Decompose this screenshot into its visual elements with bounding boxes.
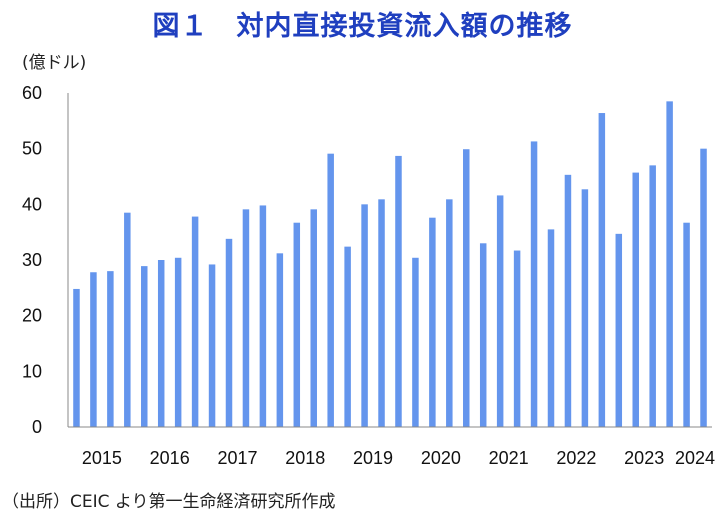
bar-2015Q2: [90, 272, 97, 427]
x-tick-label: 2017: [217, 448, 257, 468]
bar-2023Q3: [649, 165, 656, 427]
bar-2021Q2: [496, 195, 504, 427]
y-tick-label: 30: [22, 250, 42, 270]
x-tick-label: 2019: [353, 448, 393, 468]
bar-2020Q4: [463, 149, 470, 427]
bar-2015Q4: [124, 212, 131, 427]
bar-2023Q2: [632, 172, 639, 427]
y-tick-label: 20: [22, 306, 42, 326]
x-tick-label: 2023: [624, 448, 664, 468]
y-tick-label: 50: [22, 139, 42, 159]
bar-2016Q4: [191, 216, 199, 427]
bar-2022Q4: [598, 113, 606, 427]
bar-2019Q3: [378, 199, 385, 427]
x-tick-label: 2021: [489, 448, 529, 468]
bar-2016Q2: [157, 260, 165, 427]
bar-2015Q1: [73, 288, 80, 427]
bar-2018Q3: [310, 209, 317, 427]
x-tick-label: 2018: [285, 448, 325, 468]
y-tick-label: 0: [32, 417, 42, 437]
bar-2019Q1: [344, 246, 351, 427]
bar-2020Q2: [429, 217, 436, 427]
bar-2016Q1: [141, 266, 148, 427]
bar-2023Q4: [666, 101, 673, 427]
x-tick-label: 2022: [556, 448, 596, 468]
y-axis-ticks: 0 10 20 30 40 50 60: [22, 83, 42, 437]
y-tick-label: 10: [22, 361, 42, 381]
bar-2024Q1: [683, 222, 690, 427]
bar-2022Q3: [581, 189, 589, 427]
x-axis-ticks: 2015 2016 2017 2018 2019 2020 2021 2022 2023 2024: [82, 448, 715, 468]
bar-2024Q2: [700, 148, 707, 427]
bar-2019Q4: [395, 155, 402, 428]
y-tick-label: 40: [22, 194, 42, 214]
bar-2019Q2: [361, 204, 368, 427]
x-tick-label: 2024: [675, 448, 715, 468]
y-tick-label: 60: [22, 83, 42, 103]
chart-title: 図１ 対内直接投資流入額の推移: [152, 11, 573, 42]
bar-2020Q1: [412, 257, 419, 427]
bar-2020Q3: [446, 199, 453, 427]
bar-2021Q1: [479, 243, 487, 427]
bar-2021Q4: [530, 141, 538, 427]
bar-2016Q3: [174, 257, 182, 427]
x-tick-label: 2015: [82, 448, 122, 468]
bar-2018Q4: [327, 153, 334, 427]
bar-2018Q2: [293, 222, 301, 427]
y-axis-unit-label: (億ドル): [22, 53, 87, 73]
source-note: （出所）CEIC より第一生命経済研究所作成: [2, 492, 336, 512]
bar-2022Q1: [547, 229, 555, 427]
bars: [73, 101, 707, 428]
bar-2021Q3: [513, 250, 521, 427]
bar-2017Q1: [208, 264, 216, 427]
x-tick-label: 2016: [150, 448, 190, 468]
x-tick-label: 2020: [421, 448, 461, 468]
bar-2017Q2: [225, 238, 233, 427]
bar-2022Q2: [564, 174, 572, 427]
bar-2018Q1: [276, 253, 284, 427]
bar-2015Q3: [107, 271, 114, 427]
bar-2017Q4: [259, 205, 267, 427]
bar-2017Q3: [242, 209, 250, 427]
bar-2023Q1: [615, 233, 623, 427]
